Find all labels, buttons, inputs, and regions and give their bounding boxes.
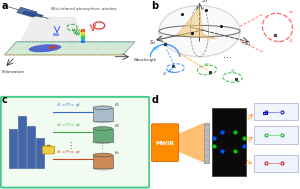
Text: Polarization: Polarization xyxy=(2,70,25,74)
Polygon shape xyxy=(21,17,83,41)
Text: Wavelength: Wavelength xyxy=(134,58,157,62)
Bar xyxy=(263,112,267,114)
Text: $\theta_n$: $\theta_n$ xyxy=(114,149,120,157)
Bar xyxy=(28,129,31,130)
Text: $S_2$: $S_2$ xyxy=(149,38,157,47)
FancyBboxPatch shape xyxy=(254,155,298,172)
Ellipse shape xyxy=(47,45,58,49)
Bar xyxy=(81,34,85,36)
Bar xyxy=(81,32,85,34)
Text: MWIR: MWIR xyxy=(156,141,174,146)
Ellipse shape xyxy=(93,127,112,130)
Text: $\lambda_2=P_2=\varphi_2$: $\lambda_2=P_2=\varphi_2$ xyxy=(56,122,81,129)
Text: $\lambda_1$: $\lambda_1$ xyxy=(162,71,168,78)
Bar xyxy=(38,141,40,143)
Polygon shape xyxy=(4,42,135,55)
Bar xyxy=(20,119,22,121)
Bar xyxy=(93,108,112,121)
Bar xyxy=(17,7,37,17)
Bar xyxy=(20,140,22,142)
Text: $\lambda_1$: $\lambda_1$ xyxy=(288,38,294,45)
FancyBboxPatch shape xyxy=(254,102,298,121)
Bar xyxy=(93,129,112,142)
Text: $\lambda_n=P_n=\varphi_n$: $\lambda_n=P_n=\varphi_n$ xyxy=(56,148,81,156)
Polygon shape xyxy=(177,7,216,39)
Text: Mid-infrared atmospheric window: Mid-infrared atmospheric window xyxy=(51,7,117,12)
Text: $\varphi_{21}$: $\varphi_{21}$ xyxy=(152,45,160,53)
Text: $S_1$: $S_1$ xyxy=(244,39,251,48)
Bar xyxy=(38,151,40,153)
Bar xyxy=(11,146,13,148)
FancyBboxPatch shape xyxy=(152,124,178,162)
FancyBboxPatch shape xyxy=(42,146,55,154)
Polygon shape xyxy=(177,123,204,163)
Text: $\theta_1$: $\theta_1$ xyxy=(114,102,120,109)
Bar xyxy=(81,29,85,32)
FancyBboxPatch shape xyxy=(1,97,149,187)
Text: ···: ··· xyxy=(224,53,232,64)
Ellipse shape xyxy=(93,166,112,170)
Text: $\theta_2$: $\theta_2$ xyxy=(114,123,120,130)
Bar xyxy=(27,126,35,168)
Bar xyxy=(81,41,85,43)
Text: a: a xyxy=(2,1,8,11)
Bar xyxy=(52,33,59,36)
Circle shape xyxy=(159,6,240,57)
Bar xyxy=(18,116,26,168)
Text: b: b xyxy=(152,1,159,11)
Ellipse shape xyxy=(93,153,112,157)
Bar xyxy=(9,129,17,168)
Ellipse shape xyxy=(28,44,61,52)
Bar xyxy=(81,39,85,41)
Text: d: d xyxy=(152,95,158,105)
Ellipse shape xyxy=(93,119,112,123)
Text: $\lambda_n$: $\lambda_n$ xyxy=(288,8,295,16)
Ellipse shape xyxy=(93,140,112,144)
Text: $\lambda_1=P_1=\varphi_1$: $\lambda_1=P_1=\varphi_1$ xyxy=(56,101,81,109)
Bar xyxy=(29,12,43,18)
Bar xyxy=(81,36,85,39)
Bar xyxy=(11,162,13,163)
Bar xyxy=(11,131,13,133)
Circle shape xyxy=(47,150,50,151)
Bar xyxy=(23,11,37,17)
Ellipse shape xyxy=(39,45,60,50)
Bar xyxy=(212,108,246,176)
Text: $S_3$: $S_3$ xyxy=(201,0,208,5)
Text: $\varphi_2$: $\varphi_2$ xyxy=(204,61,210,69)
Bar xyxy=(28,145,31,147)
FancyBboxPatch shape xyxy=(254,126,298,144)
Bar xyxy=(93,155,112,168)
Text: ⋮: ⋮ xyxy=(99,143,106,149)
Text: c: c xyxy=(2,95,7,105)
Bar xyxy=(38,162,40,163)
Bar xyxy=(20,162,22,163)
Text: ⋮: ⋮ xyxy=(66,141,75,150)
Bar xyxy=(204,123,209,163)
Text: $\lambda_2$: $\lambda_2$ xyxy=(230,68,236,75)
Bar xyxy=(36,138,44,168)
Ellipse shape xyxy=(93,106,112,110)
Bar xyxy=(28,162,31,163)
